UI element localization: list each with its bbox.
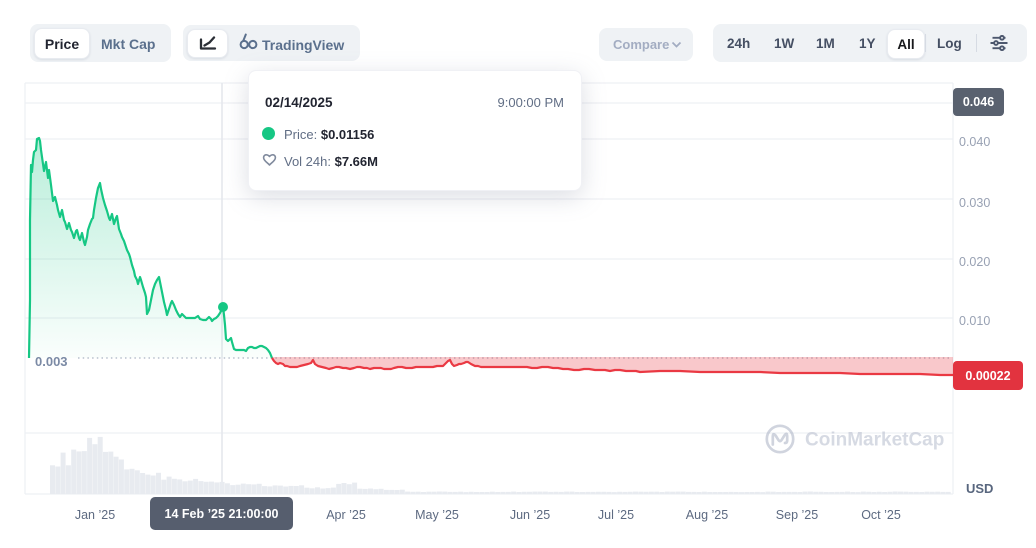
svg-text:CoinMarketCap: CoinMarketCap: [805, 430, 944, 451]
